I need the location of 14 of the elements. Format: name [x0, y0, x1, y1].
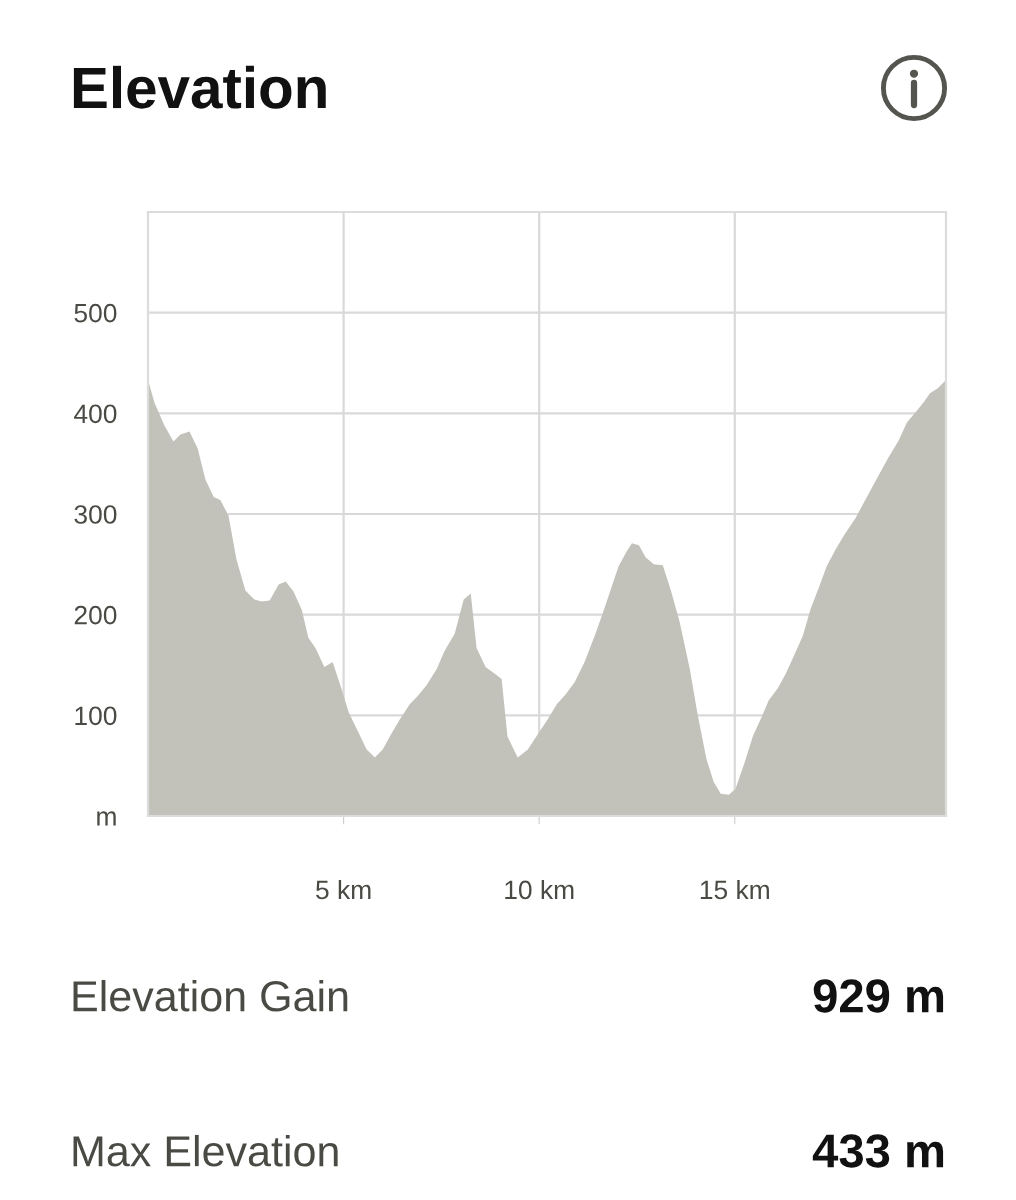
x-tick-label: 5 km: [316, 879, 371, 900]
x-tick-label: 15 km: [700, 879, 769, 900]
y-tick-label: 200: [74, 605, 117, 625]
y-tick-label: m: [97, 811, 116, 826]
text: 929 m: [813, 979, 944, 1013]
y-tick-label: 100: [75, 706, 117, 726]
x-tick-label: 10 km: [505, 879, 574, 900]
y-tick-label: 400: [74, 404, 117, 424]
text: Elevation Gain: [73, 979, 348, 1012]
y-tick-label: 300: [74, 505, 117, 524]
y-tick-label: 500: [74, 303, 117, 323]
text: 433 m: [812, 1134, 944, 1168]
text: Max Elevation: [73, 1134, 338, 1167]
chart-title: Elevation: [73, 65, 326, 109]
